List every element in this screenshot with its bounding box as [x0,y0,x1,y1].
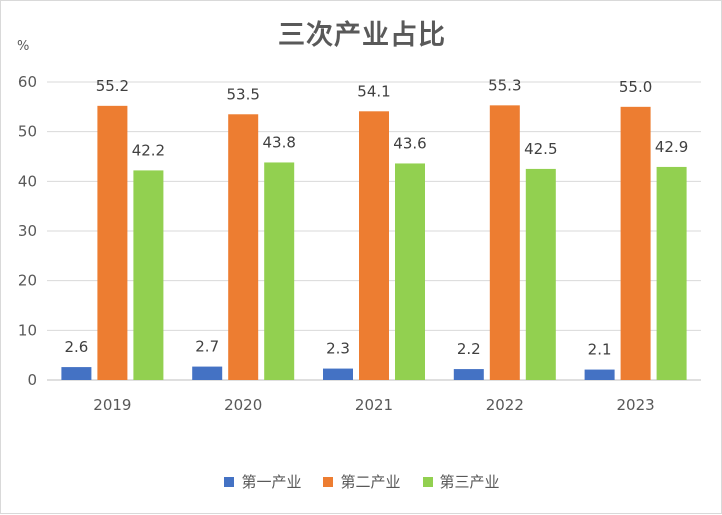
y-tick-label: 60 [18,73,37,91]
bar-1-2020 [192,366,223,380]
bar-2-2019 [97,105,128,380]
data-label: 2.1 [588,341,612,359]
bar-3-2019 [133,170,164,380]
legend-item-secondary: 第二产业 [323,471,401,492]
legend-swatch-secondary [323,476,334,487]
data-label: 42.2 [132,141,165,159]
data-label: 42.5 [524,140,557,158]
bar-2-2020 [228,114,259,381]
bar-1-2023 [584,369,615,380]
legend-label-tertiary: 第三产业 [439,473,500,491]
data-label: 2.2 [457,340,481,358]
bar-3-2020 [264,162,295,380]
data-label: 53.5 [226,85,259,103]
data-label: 55.0 [619,78,652,96]
data-label: 42.9 [655,138,688,156]
y-tick-label: 20 [18,272,37,290]
legend-item-tertiary: 第三产业 [422,471,500,492]
bar-2-2023 [620,106,651,380]
bar-3-2021 [395,163,425,380]
x-tick-label: 2019 [93,396,131,414]
data-label: 55.2 [96,77,129,95]
bar-1-2022 [453,369,484,380]
data-label: 2.7 [195,338,219,356]
legend-item-primary: 第一产业 [224,471,301,492]
legend-label-primary: 第一产业 [241,473,302,491]
bar-2-2022 [489,105,520,381]
legend-label-secondary: 第二产业 [340,473,401,491]
x-tick-label: 2022 [486,396,524,414]
y-tick-label: 30 [18,222,37,240]
y-tick-label: 40 [18,172,37,190]
data-label: 2.6 [64,338,88,356]
bar-2-2021 [359,111,389,380]
legend: 第一产业 第二产业 第三产业 [1,471,722,492]
x-tick-label: 2023 [617,396,655,414]
y-tick-label: 0 [27,371,37,389]
data-label: 55.3 [488,76,521,94]
bar-3-2023 [656,166,687,380]
chart-title: 三次产业占比 [278,20,446,51]
bar-1-2021 [323,368,353,380]
bar-1-2019 [61,367,92,380]
x-tick-label: 2021 [355,396,393,414]
legend-swatch-primary [224,476,235,487]
x-tick-label: 2020 [224,396,262,414]
y-axis-unit: % [17,39,30,54]
bar-3-2022 [525,168,556,380]
y-tick-label: 50 [18,123,37,141]
data-label: 43.6 [393,134,426,152]
legend-swatch-tertiary [422,476,433,487]
data-label: 2.3 [326,340,350,358]
y-tick-label: 10 [18,321,37,339]
data-label: 43.8 [262,133,295,151]
data-label: 54.1 [357,82,390,100]
